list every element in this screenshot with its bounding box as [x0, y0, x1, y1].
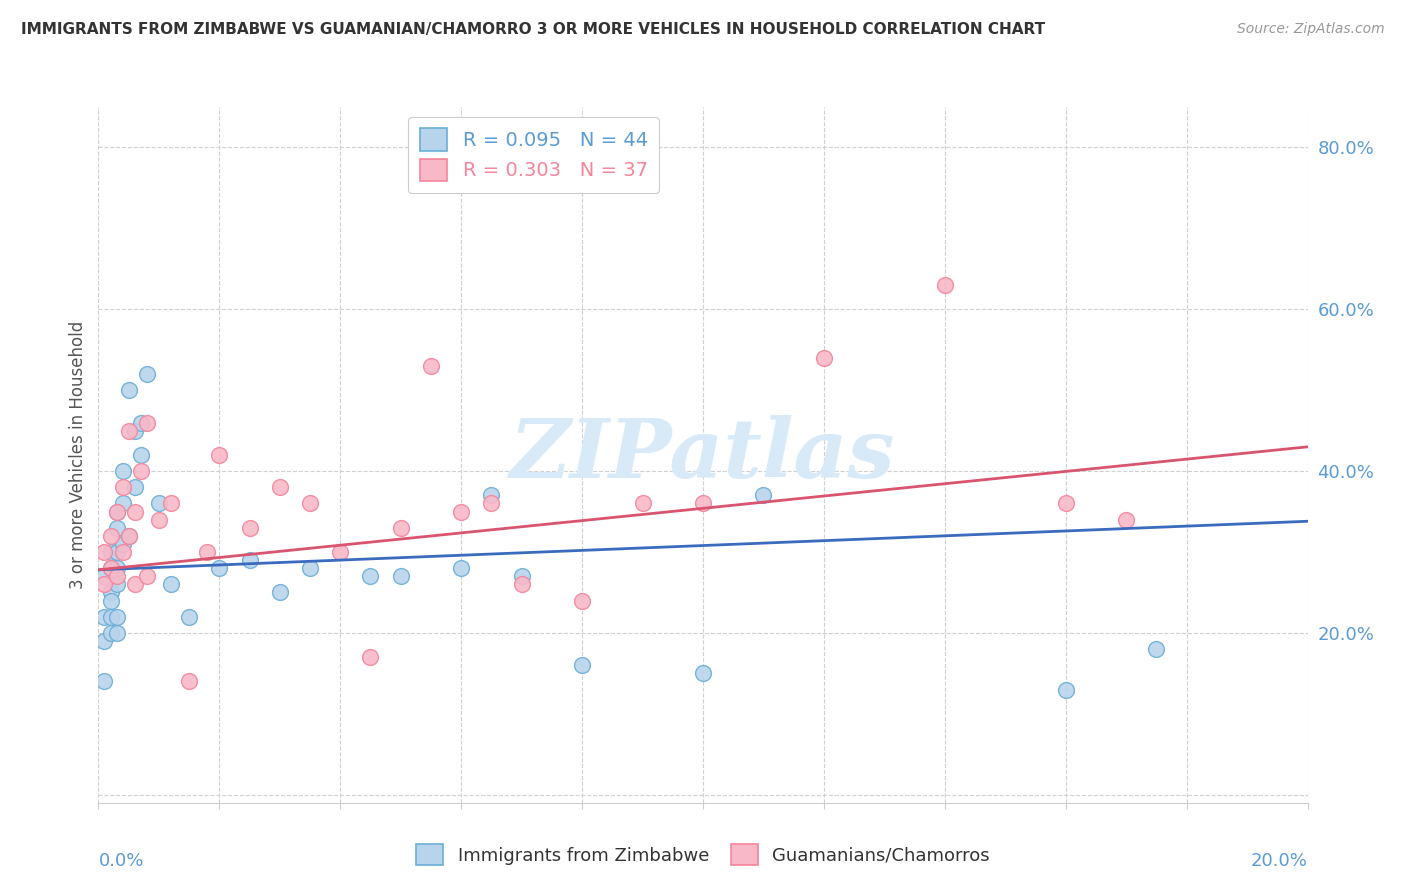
Point	[1115, 513, 1137, 527]
Point	[329, 545, 352, 559]
Point	[450, 504, 472, 518]
Point	[148, 513, 170, 527]
Legend: R = 0.095   N = 44, R = 0.303   N = 37: R = 0.095 N = 44, R = 0.303 N = 37	[408, 117, 659, 193]
Point	[631, 496, 654, 510]
Point	[93, 674, 115, 689]
Point	[299, 561, 322, 575]
Point	[118, 529, 141, 543]
Point	[299, 496, 322, 510]
Point	[692, 496, 714, 510]
Point	[510, 569, 533, 583]
Point	[269, 480, 291, 494]
Point	[934, 278, 956, 293]
Point	[124, 424, 146, 438]
Point	[105, 504, 128, 518]
Point	[813, 351, 835, 365]
Point	[100, 609, 122, 624]
Point	[105, 521, 128, 535]
Point	[177, 609, 201, 624]
Point	[100, 545, 122, 559]
Point	[129, 464, 152, 478]
Point	[389, 569, 412, 583]
Point	[1054, 496, 1077, 510]
Point	[118, 383, 141, 397]
Point	[510, 577, 533, 591]
Point	[419, 359, 441, 373]
Point	[692, 666, 714, 681]
Point	[105, 561, 128, 575]
Point	[124, 480, 146, 494]
Point	[269, 585, 291, 599]
Point	[177, 674, 201, 689]
Point	[135, 416, 157, 430]
Point	[208, 561, 231, 575]
Point	[111, 496, 134, 510]
Point	[450, 561, 472, 575]
Point	[100, 561, 122, 575]
Point	[239, 521, 262, 535]
Point	[100, 593, 122, 607]
Text: Source: ZipAtlas.com: Source: ZipAtlas.com	[1237, 22, 1385, 37]
Point	[481, 488, 503, 502]
Point	[481, 496, 503, 510]
Point	[105, 504, 128, 518]
Point	[239, 553, 262, 567]
Point	[111, 545, 134, 559]
Point	[571, 593, 593, 607]
Point	[160, 577, 183, 591]
Point	[105, 545, 128, 559]
Point	[100, 585, 122, 599]
Point	[93, 569, 115, 583]
Text: 0.0%: 0.0%	[98, 852, 143, 870]
Point	[1054, 682, 1077, 697]
Point	[208, 448, 231, 462]
Point	[195, 545, 218, 559]
Point	[105, 577, 128, 591]
Point	[105, 626, 128, 640]
Y-axis label: 3 or more Vehicles in Household: 3 or more Vehicles in Household	[69, 321, 87, 589]
Text: ZIPatlas: ZIPatlas	[510, 415, 896, 495]
Point	[118, 424, 141, 438]
Point	[93, 577, 115, 591]
Point	[105, 569, 128, 583]
Point	[129, 416, 152, 430]
Point	[135, 569, 157, 583]
Point	[135, 367, 157, 381]
Point	[148, 496, 170, 510]
Text: 20.0%: 20.0%	[1251, 852, 1308, 870]
Point	[124, 504, 146, 518]
Point	[129, 448, 152, 462]
Point	[111, 480, 134, 494]
Point	[105, 609, 128, 624]
Point	[100, 626, 122, 640]
Point	[93, 634, 115, 648]
Point	[752, 488, 775, 502]
Point	[571, 658, 593, 673]
Legend: Immigrants from Zimbabwe, Guamanians/Chamorros: Immigrants from Zimbabwe, Guamanians/Cha…	[409, 837, 997, 872]
Point	[360, 569, 382, 583]
Point	[111, 537, 134, 551]
Point	[124, 577, 146, 591]
Point	[1144, 642, 1167, 657]
Point	[160, 496, 183, 510]
Point	[118, 529, 141, 543]
Point	[93, 545, 115, 559]
Point	[93, 609, 115, 624]
Point	[389, 521, 412, 535]
Point	[100, 529, 122, 543]
Point	[111, 464, 134, 478]
Point	[100, 561, 122, 575]
Text: IMMIGRANTS FROM ZIMBABWE VS GUAMANIAN/CHAMORRO 3 OR MORE VEHICLES IN HOUSEHOLD C: IMMIGRANTS FROM ZIMBABWE VS GUAMANIAN/CH…	[21, 22, 1045, 37]
Point	[360, 650, 382, 665]
